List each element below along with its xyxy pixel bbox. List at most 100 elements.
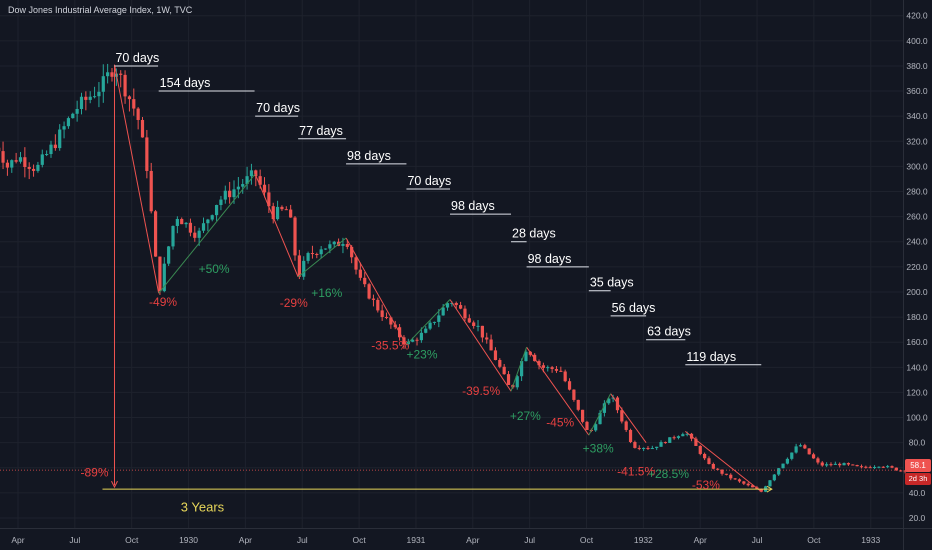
rally-percent-label: +28.5%: [648, 467, 689, 481]
candle-body: [851, 464, 855, 466]
decline-percent-label: -49%: [149, 295, 177, 309]
candle-body: [681, 434, 685, 437]
candle-body: [576, 399, 580, 410]
candle-body: [354, 257, 358, 270]
x-tick-label: Apr: [11, 535, 24, 545]
duration-label: 70 days: [407, 174, 451, 188]
candle-body: [515, 376, 519, 388]
candle-body: [432, 321, 437, 323]
candle-body: [428, 322, 432, 329]
candle-body: [794, 446, 798, 453]
y-tick-label: 160.0: [906, 337, 928, 347]
candle-body: [859, 466, 864, 468]
candle-body: [193, 232, 197, 238]
candle-body: [149, 170, 153, 212]
candle-body: [820, 462, 824, 466]
candle-body: [79, 96, 84, 110]
candle-body: [10, 160, 14, 168]
candle-body: [219, 199, 223, 205]
candle-body: [463, 308, 467, 319]
candle-body: [838, 463, 842, 466]
candle-body: [659, 442, 663, 447]
candle-body: [75, 109, 79, 114]
candle-body: [162, 263, 166, 292]
candle-body: [167, 246, 171, 264]
rally-percent-label: +16%: [311, 286, 342, 300]
candle-body: [23, 157, 27, 167]
candle-body: [127, 96, 132, 100]
y-tick-label: 100.0: [906, 413, 928, 423]
candle-body: [66, 118, 71, 127]
x-tick-label: 1931: [406, 535, 425, 545]
candle-body: [58, 129, 62, 149]
candle-body: [602, 403, 606, 413]
candle-body: [855, 465, 859, 467]
candle-body: [88, 96, 92, 100]
candle-body: [424, 328, 428, 333]
candle-body: [437, 315, 441, 322]
candle-body: [119, 73, 123, 75]
candle-body: [271, 206, 275, 220]
candle-body: [306, 253, 310, 261]
chart-title: Dow Jones Industrial Average Index, 1W, …: [8, 5, 193, 15]
rally-trend-line: [406, 299, 451, 346]
duration-label: 28 days: [512, 227, 556, 241]
x-tick-label: 1933: [861, 535, 880, 545]
duration-label: 98 days: [347, 149, 391, 163]
candle-body: [694, 438, 698, 446]
x-tick-label: Apr: [466, 535, 479, 545]
rally-percent-label: +27%: [510, 409, 541, 423]
candle-body: [332, 241, 336, 245]
candle-body: [520, 361, 524, 377]
candle-body: [363, 277, 367, 285]
candle-body: [611, 397, 615, 399]
candle-body: [197, 230, 201, 238]
duration-label: 154 days: [160, 76, 211, 90]
x-tick-label: Jul: [69, 535, 80, 545]
bar-countdown-label: 2d 3h: [905, 473, 931, 485]
candle-body: [485, 337, 489, 340]
candle-body: [655, 446, 659, 449]
candle-body: [5, 162, 10, 168]
candle-body: [145, 137, 149, 171]
period-arrow-head: [766, 485, 773, 493]
decline-trend-line: [685, 430, 762, 493]
candle-body: [45, 154, 49, 156]
candle-body: [663, 442, 667, 444]
candle-body: [467, 318, 471, 323]
candle-body: [31, 168, 36, 171]
candle-body: [759, 489, 763, 492]
x-tick-label: Apr: [694, 535, 707, 545]
candle-body: [868, 467, 872, 469]
candle-body: [297, 255, 301, 277]
candle-body: [798, 445, 803, 447]
decline-percent-label: -53%: [692, 478, 720, 492]
candle-body: [698, 445, 702, 454]
candle-body: [594, 424, 598, 431]
duration-label: 70 days: [115, 51, 159, 65]
candle-body: [350, 246, 354, 258]
candle-body: [711, 463, 715, 469]
candle-body: [894, 467, 898, 471]
candle-body: [637, 447, 641, 449]
last-price-label: 58.1: [905, 459, 931, 472]
candles: [0, 63, 907, 493]
y-tick-label: 20.0: [909, 513, 926, 523]
candle-body: [71, 113, 75, 119]
candle-body: [241, 184, 245, 187]
candle-body: [567, 381, 572, 390]
x-tick-label: Jul: [524, 535, 535, 545]
candle-body: [289, 209, 293, 218]
y-tick-label: 120.0: [906, 387, 928, 397]
candle-body: [607, 398, 611, 404]
candle-body: [106, 72, 110, 77]
candle-body: [872, 466, 877, 468]
duration-label: 77 days: [299, 124, 343, 138]
candle-body: [454, 302, 458, 306]
candle-body: [650, 448, 654, 450]
candle-body: [319, 249, 323, 255]
decline-trend-line: [254, 173, 299, 278]
candle-body: [441, 307, 445, 316]
decline-trend-line: [610, 393, 647, 443]
